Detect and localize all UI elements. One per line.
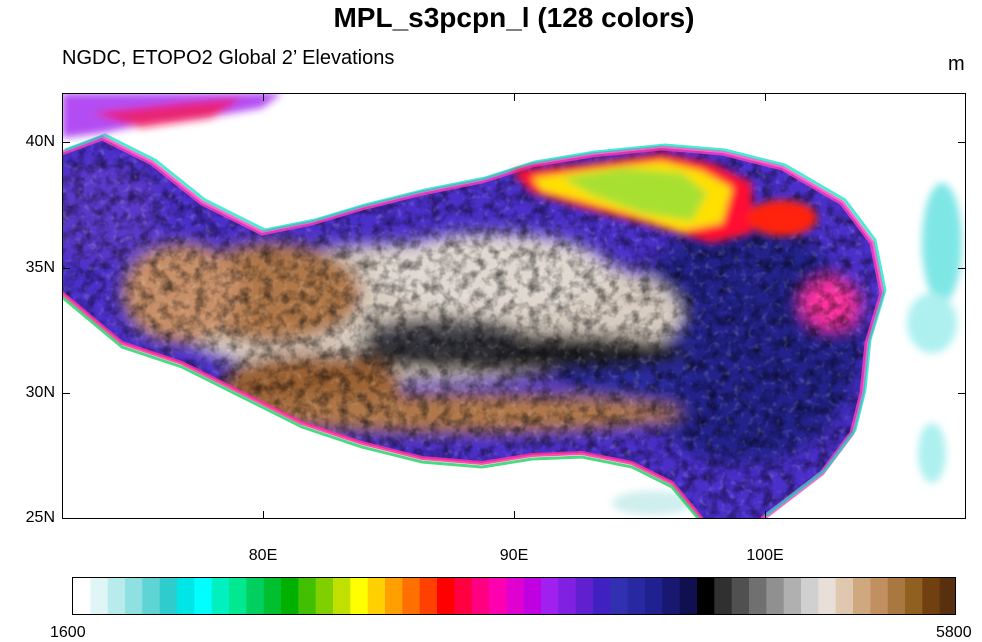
colorbar-swatch: [211, 578, 230, 614]
colorbar-swatch: [125, 578, 143, 614]
colorbar-swatch: [489, 578, 507, 614]
colorbar-swatches: [73, 578, 955, 614]
plateau: [62, 138, 882, 519]
elevation-map-canvas: [62, 93, 962, 519]
colorbar-swatch: [90, 578, 109, 614]
colorbar-swatch: [541, 578, 559, 614]
colorbar-swatch: [315, 578, 334, 614]
colorbar-swatch: [177, 578, 195, 614]
colorbar-swatch: [575, 578, 594, 614]
colorbar-swatch: [853, 578, 871, 614]
colorbar-swatch: [870, 578, 889, 614]
colorbar-swatch: [939, 578, 955, 614]
lowland-patches: [612, 183, 962, 515]
y-tick-label-25n: 25N: [25, 509, 55, 526]
chart-subtitle: NGDC, ETOPO2 Global 2’ Elevations: [62, 47, 395, 69]
colorbar-swatch: [385, 578, 403, 614]
colorbar-swatch: [731, 578, 750, 614]
colorbar-swatch: [437, 578, 455, 614]
colorbar-swatch: [523, 578, 542, 614]
colorbar-swatch: [922, 578, 941, 614]
colorbar-swatch: [679, 578, 698, 614]
colorbar-swatch: [887, 578, 906, 614]
chart-title: MPL_s3pcpn_l (128 colors): [333, 2, 695, 33]
colorbar: [72, 577, 956, 615]
colorbar-swatch: [159, 578, 178, 614]
colorbar-swatch: [281, 578, 299, 614]
colorbar-swatch: [298, 578, 317, 614]
colorbar-swatch: [662, 578, 681, 614]
colorbar-swatch: [229, 578, 247, 614]
colorbar-swatch: [142, 578, 161, 614]
y-tick-label-35n: 35N: [25, 259, 55, 276]
colorbar-swatch: [627, 578, 646, 614]
y-tick-label-30n: 30N: [25, 384, 55, 401]
colorbar-min-label: 1600: [50, 624, 86, 641]
colorbar-swatch: [645, 578, 663, 614]
colorbar-swatch: [714, 578, 733, 614]
colorbar-swatch: [905, 578, 923, 614]
x-tick-label-80e: 80E: [248, 547, 278, 564]
y-tick-label-40n: 40N: [25, 133, 55, 150]
colorbar-swatch: [835, 578, 854, 614]
colorbar-swatch: [697, 578, 715, 614]
colorbar-swatch: [333, 578, 351, 614]
elevation-map: [62, 93, 966, 519]
colorbar-swatch: [783, 578, 802, 614]
x-tick-label-100e: 100E: [746, 547, 784, 564]
colorbar-swatch: [367, 578, 386, 614]
colorbar-swatch: [454, 578, 473, 614]
colorbar-swatch: [801, 578, 819, 614]
colorbar-swatch: [593, 578, 611, 614]
colorbar-swatch: [194, 578, 213, 614]
units-label: m: [948, 53, 965, 75]
colorbar-swatch: [246, 578, 265, 614]
colorbar-swatch: [818, 578, 837, 614]
colorbar-swatch: [73, 578, 91, 614]
colorbar-swatch: [263, 578, 282, 614]
colorbar-swatch: [419, 578, 438, 614]
northwest-ridge: [62, 93, 282, 138]
colorbar-swatch: [749, 578, 767, 614]
colorbar-swatch: [610, 578, 629, 614]
colorbar-max-label: 5800: [936, 624, 972, 641]
colorbar-swatch: [506, 578, 525, 614]
colorbar-swatch: [107, 578, 126, 614]
colorbar-swatch: [471, 578, 490, 614]
colorbar-swatch: [766, 578, 785, 614]
colorbar-swatch: [402, 578, 421, 614]
x-tick-label-90e: 90E: [499, 547, 529, 564]
colorbar-swatch: [558, 578, 577, 614]
colorbar-swatch: [350, 578, 369, 614]
qaidam-basin: [512, 153, 817, 243]
